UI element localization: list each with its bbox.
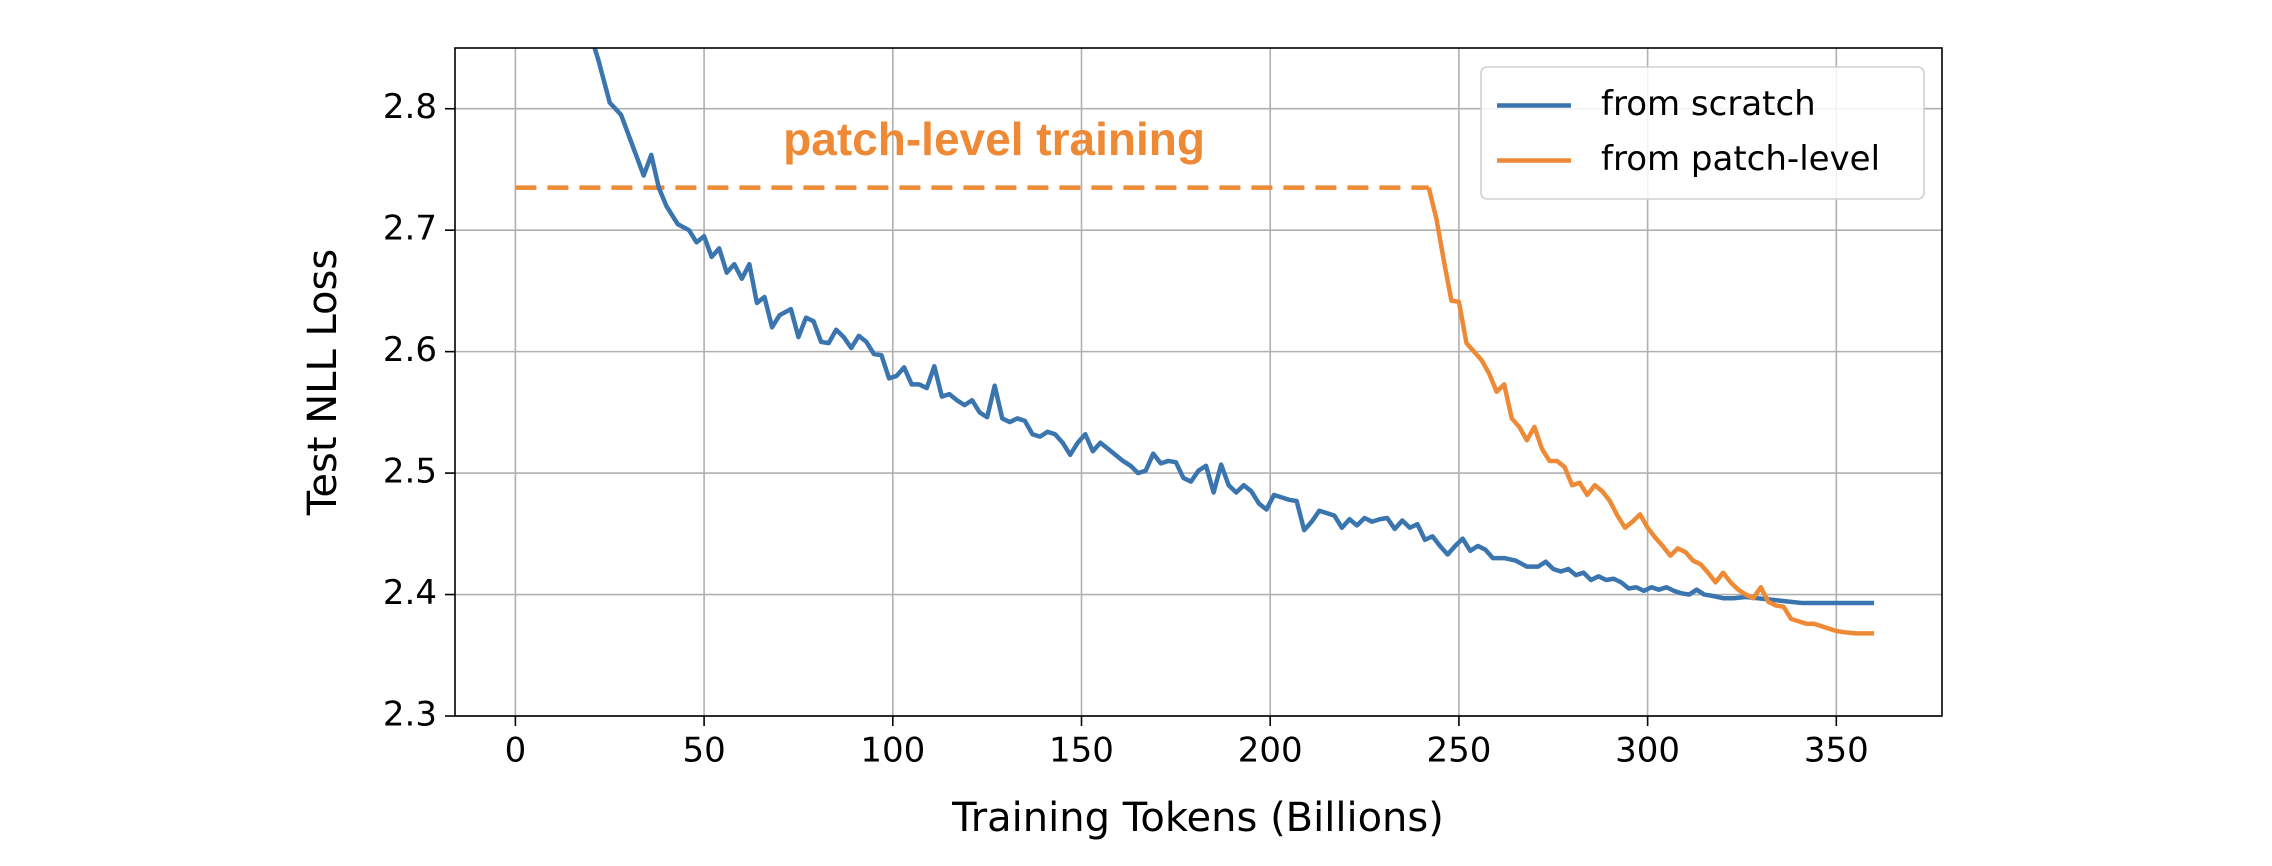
- line-series: [592, 48, 1875, 606]
- legend-label: from scratch: [1601, 84, 1816, 124]
- labels: 0 50 100 150 200 250 300 350 2.3 2.4 2.5 2.6 2.7 2.8 p…: [383, 66, 1925, 771]
- annotation-text: patch-level training: [783, 113, 1205, 165]
- y-tick-label: 2.3: [383, 695, 437, 735]
- x-tick-label: 150: [1049, 731, 1114, 771]
- x-tick-label: 100: [860, 731, 925, 771]
- legend-box: [1480, 66, 1925, 200]
- x-tick-label: 50: [682, 731, 725, 771]
- y-tick-label: 2.6: [383, 330, 437, 370]
- y-tick-label: 2.4: [383, 573, 437, 613]
- line-series: [1426, 187, 1875, 636]
- x-tick-label: 250: [1426, 731, 1491, 771]
- y-axis-label: Test NLL Loss: [300, 249, 346, 516]
- x-tick-label: 0: [505, 731, 527, 771]
- plot-area: [515, 48, 1875, 636]
- x-tick-label: 350: [1804, 731, 1869, 771]
- x-tick-label: 300: [1615, 731, 1680, 771]
- y-tick-label: 2.8: [383, 87, 437, 127]
- plot-frame: [454, 47, 1943, 717]
- y-tick-label: 2.5: [383, 452, 437, 492]
- legend-label: from patch-level: [1601, 139, 1880, 179]
- y-tick-label: 2.7: [383, 209, 437, 249]
- x-axis-label: Training Tokens (Billions): [951, 795, 1444, 841]
- x-tick-label: 200: [1238, 731, 1303, 771]
